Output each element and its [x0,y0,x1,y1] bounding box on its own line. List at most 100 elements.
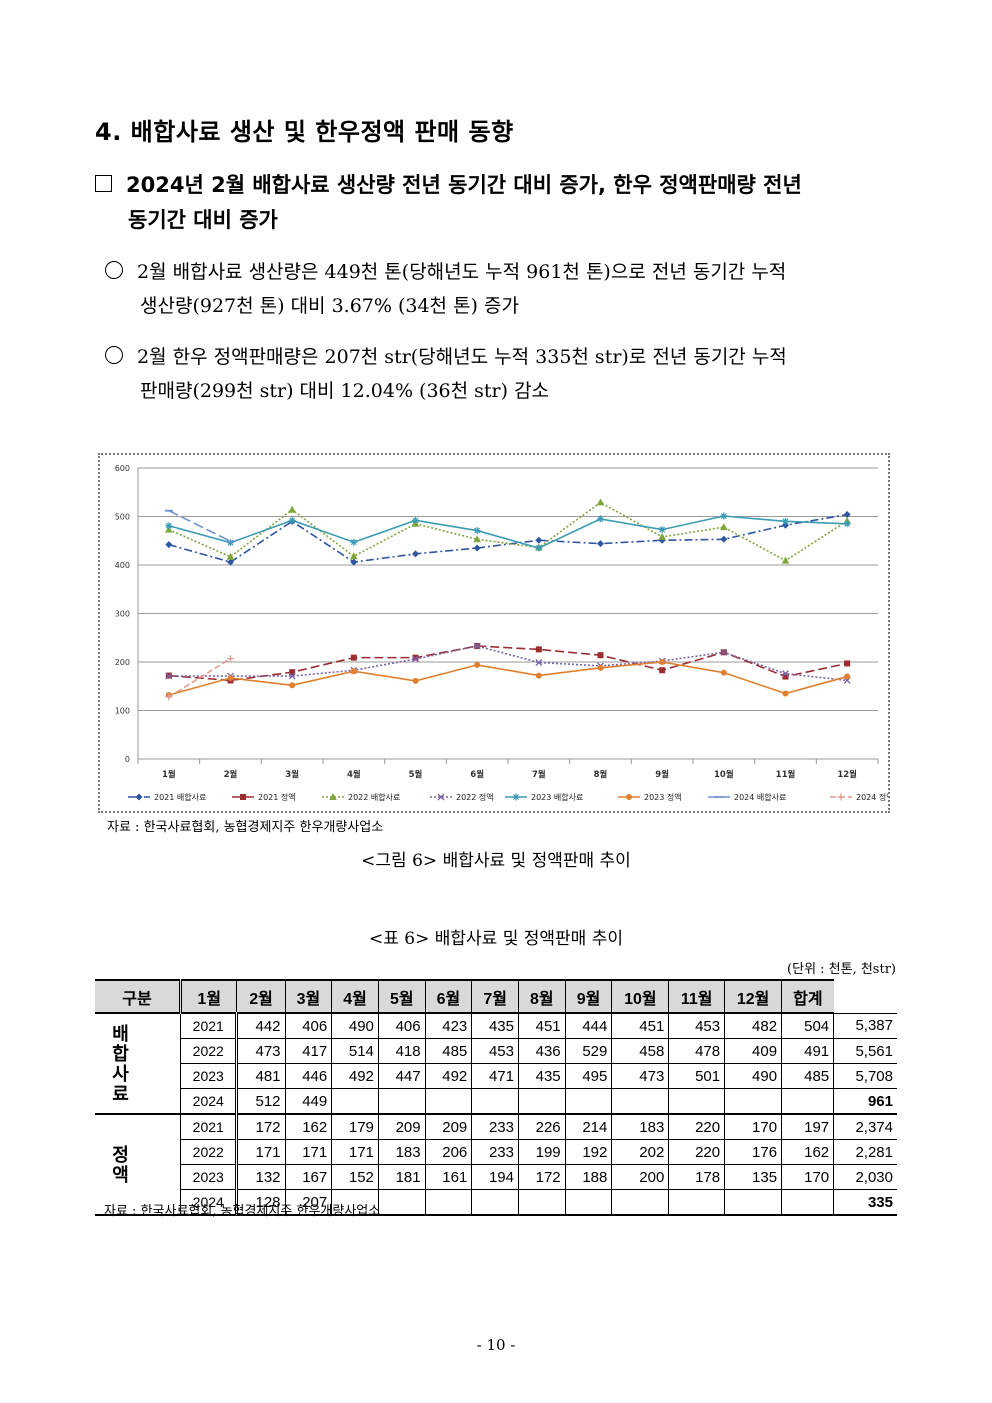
section-title: 4. 배합사료 생산 및 한우정액 판매 동향 [95,118,514,146]
x-tick-label: 3월 [285,769,299,780]
table-cell: 233 [471,1139,519,1165]
y-tick-label: 300 [115,610,130,619]
data-point [658,526,666,534]
table-cell: 172 [236,1113,286,1140]
data-point [659,667,666,674]
table-cell: 451 [517,1012,566,1039]
x-tick-label: 11월 [776,769,796,780]
data-point [227,675,234,682]
table-cell [424,1189,473,1216]
table-row: 2022 473 417 514 418 485 453 436 529 458 478 409 491… [95,1038,897,1064]
series-line [168,661,848,696]
data-point [473,535,481,543]
table-cell: 194 [471,1164,519,1190]
data-point [843,520,851,528]
table-cell: 176 [724,1139,783,1165]
data-point [512,793,520,801]
row-total: 2,281 [833,1139,897,1165]
table-cell: 409 [724,1038,783,1064]
header-month: 5월 [377,979,426,1014]
row-year: 2022 [179,1038,239,1064]
circle-bullet-icon [105,346,123,364]
table-row: 2022 171 171 171 183 206 233 199 192 202 220 176 162… [95,1139,897,1165]
data-point [165,693,173,701]
data-point [412,654,419,661]
table-cell: 485 [424,1038,473,1064]
table-cell [564,1088,613,1115]
data-point [597,515,604,523]
table-cell: 473 [236,1038,286,1064]
row-year: 2022 [179,1139,239,1165]
data-point [227,655,234,663]
bullet-semen: 2월 한우 정액판매량은 207천 str(당해년도 누적 335천 str)로… [105,340,900,408]
series-line [168,645,848,682]
row-year: 2021 [179,1113,239,1140]
data-point [844,660,851,667]
table-cell: 178 [668,1164,726,1190]
data-point [597,540,604,548]
row-year: 2023 [179,1063,239,1089]
header-month: 3월 [284,979,333,1014]
bullet-feed-line1: 2월 배합사료 생산량은 449천 톤(당해년도 누적 961천 톤)으로 전년… [137,261,787,283]
table-cell: 199 [517,1139,566,1165]
table-cell: 128 [236,1189,286,1216]
table-cell: 418 [377,1038,426,1064]
table-cell: 492 [424,1063,473,1089]
data-point [165,672,173,680]
header-month: 11월 [668,979,726,1014]
table-cell: 152 [331,1164,379,1190]
data-point [535,659,543,666]
table-row: 2023 132 167 152 181 161 194 172 188 200 178 135 170… [95,1164,897,1190]
headline: 2024년 2월 배합사료 생산량 전년 동기간 대비 증가, 한우 정액판매량… [95,168,900,238]
table-cell: 171 [284,1139,333,1165]
header-total: 합계 [781,979,834,1014]
series-line [168,513,848,563]
table-cell: 478 [668,1038,726,1064]
header-month: 1월 [179,979,238,1014]
table-cell [331,1088,379,1115]
data-point [626,794,632,800]
data-point [350,538,358,546]
table-cell: 490 [724,1063,783,1089]
table-cell: 491 [781,1038,835,1064]
data-point [597,652,604,659]
table-cell [724,1189,783,1216]
header-month: 12월 [724,979,783,1014]
table-row: 2023 481 446 492 447 492 471 435 495 473 501 490 485… [95,1063,897,1089]
header-month: 4월 [331,979,379,1014]
data-point [412,516,419,524]
bullet-feed-line2: 생산량(927천 톤) 대비 3.67% (34천 톤) 증가 [140,295,519,317]
table-cell: 442 [236,1012,286,1039]
table-row: 2024 128 207 335 [95,1189,897,1216]
table-cell [611,1189,670,1216]
row-total: 961 [833,1088,897,1115]
row-year: 2024 [179,1189,239,1216]
table-cell: 406 [377,1012,426,1039]
data-point [289,682,296,689]
header-month: 7월 [471,979,519,1014]
table-cell: 220 [668,1139,726,1165]
table-cell: 170 [781,1164,835,1190]
row-year: 2021 [179,1012,239,1039]
x-tick-label: 12월 [837,769,857,780]
legend-label: 2022 배합사료 [348,793,400,802]
table-cell [377,1189,426,1216]
x-tick-label: 7월 [532,769,546,780]
data-point [597,664,604,671]
data-point [535,536,543,544]
data-point [135,793,143,801]
data-point [288,505,296,513]
table-row: 2024 512 449 961 [95,1088,897,1115]
data-point [289,669,296,676]
data-point [240,794,246,800]
table-cell [564,1189,613,1216]
x-tick-label: 4월 [347,769,361,780]
table-cell: 214 [564,1113,613,1140]
data-table: 구분 1월 2월 3월 4월 5월 6월 7월 8월 9월 10월 11월 12월 합계 배합사료 202… [95,979,897,1216]
table-cell: 473 [611,1063,670,1089]
row-year: 2023 [179,1164,239,1190]
table-cell: 161 [424,1164,473,1190]
series-line [168,645,848,682]
data-point [474,661,481,668]
row-year: 2024 [179,1088,239,1115]
